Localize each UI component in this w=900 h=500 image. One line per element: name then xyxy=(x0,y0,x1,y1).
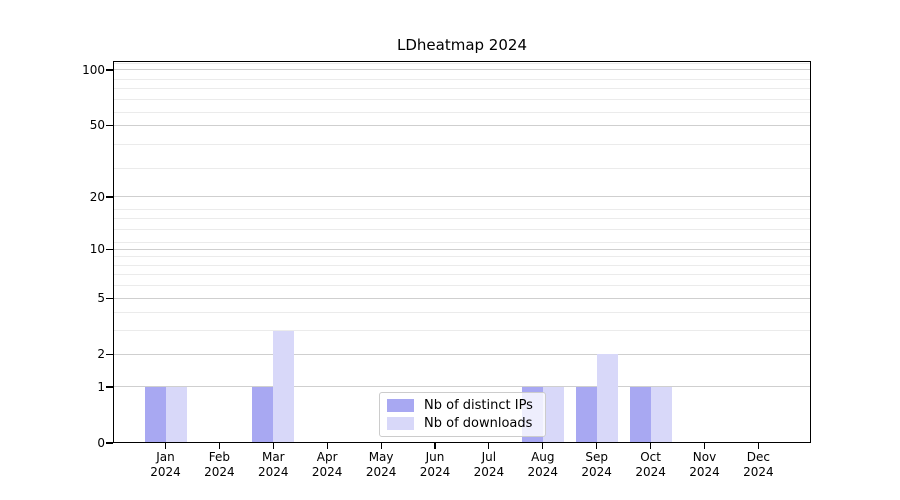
minor-gridline xyxy=(113,208,811,210)
x-tick-mark xyxy=(596,443,598,449)
minor-gridline xyxy=(113,99,811,101)
y-tick-mark xyxy=(106,353,113,355)
major-gridline-5 xyxy=(113,297,811,299)
x-tick-mark xyxy=(488,443,490,449)
minor-gridline xyxy=(113,285,811,287)
minor-gridline xyxy=(113,241,811,243)
x-tick-mark xyxy=(542,443,544,449)
y-tick-label-100: 100 xyxy=(82,62,105,77)
y-tick-mark xyxy=(106,248,113,250)
x-tick-mark xyxy=(650,443,652,449)
minor-gridline xyxy=(113,111,811,113)
legend-item-distinct-ips: Nb of distinct IPs xyxy=(387,397,545,414)
minor-gridline xyxy=(113,264,811,266)
minor-gridline xyxy=(113,312,811,314)
x-tick-label-dec: Dec 2024 xyxy=(743,450,774,479)
y-tick-mark xyxy=(106,442,113,444)
x-tick-label-jan: Jan 2024 xyxy=(150,450,181,479)
y-tick-label-10: 10 xyxy=(89,242,105,257)
x-tick-mark xyxy=(326,443,328,449)
bar-downloads-mar xyxy=(273,330,295,443)
major-gridline-10 xyxy=(113,248,811,250)
y-tick-label-5: 5 xyxy=(97,291,105,306)
x-tick-mark xyxy=(218,443,220,449)
minor-gridline xyxy=(113,256,811,258)
minor-gridline xyxy=(113,88,811,90)
x-tick-mark xyxy=(703,443,706,449)
minor-gridline xyxy=(113,330,811,332)
minor-gridline xyxy=(113,78,811,80)
x-tick-mark xyxy=(434,443,436,449)
minor-gridline xyxy=(113,218,811,220)
x-tick-label-apr: Apr 2024 xyxy=(311,450,343,479)
y-tick-label-1: 1 xyxy=(97,379,105,394)
y-tick-mark xyxy=(106,69,113,71)
minor-gridline xyxy=(113,167,811,169)
y-tick-mark xyxy=(106,196,113,198)
y-tick-mark xyxy=(106,386,113,388)
minor-gridline xyxy=(113,229,811,231)
legend-label-distinct-ips: Nb of distinct IPs xyxy=(424,397,533,413)
y-tick-label-50: 50 xyxy=(89,118,105,133)
x-tick-mark xyxy=(757,443,759,449)
major-gridline-20 xyxy=(113,196,811,198)
major-gridline-50 xyxy=(113,124,811,126)
x-tick-mark xyxy=(380,443,382,449)
bar-downloads-oct xyxy=(650,386,672,443)
plot-area: Nb of distinct IPs Nb of downloads xyxy=(113,61,811,443)
legend-swatch-distinct-ips xyxy=(387,398,414,412)
x-tick-label-feb: Feb 2024 xyxy=(204,450,235,479)
bar-distinct-ips-mar xyxy=(252,386,274,443)
bar-distinct-ips-oct xyxy=(629,386,651,443)
minor-gridline xyxy=(113,62,811,64)
chart-title: LDheatmap 2024 xyxy=(397,36,527,54)
minor-gridline xyxy=(113,274,811,276)
major-gridline-2 xyxy=(113,353,811,355)
legend: Nb of distinct IPs Nb of downloads xyxy=(379,392,546,437)
major-gridline-100 xyxy=(113,69,811,71)
major-gridline-1 xyxy=(113,386,811,388)
y-tick-label-2: 2 xyxy=(97,347,105,362)
x-tick-mark xyxy=(164,443,167,449)
bar-downloads-aug xyxy=(542,386,564,443)
x-tick-label-sep: Sep 2024 xyxy=(581,450,612,479)
bar-distinct-ips-sep xyxy=(575,386,597,443)
bar-downloads-jan xyxy=(165,386,187,443)
y-tick-label-20: 20 xyxy=(89,189,105,204)
bar-distinct-ips-jan xyxy=(144,386,166,443)
x-tick-label-oct: Oct 2024 xyxy=(635,450,666,479)
minor-gridline xyxy=(113,144,811,146)
x-tick-label-may: May 2024 xyxy=(365,450,397,479)
legend-item-downloads: Nb of downloads xyxy=(387,415,545,432)
y-tick-label-0: 0 xyxy=(97,436,105,450)
x-tick-label-mar: Mar 2024 xyxy=(258,450,289,479)
legend-swatch-downloads xyxy=(387,417,414,431)
legend-label-downloads: Nb of downloads xyxy=(424,416,533,432)
x-tick-label-jul: Jul 2024 xyxy=(473,450,505,479)
x-tick-label-aug: Aug 2024 xyxy=(527,450,559,479)
x-tick-mark xyxy=(272,443,274,449)
x-tick-label-nov: Nov 2024 xyxy=(689,450,720,479)
y-tick-mark xyxy=(106,297,113,299)
x-tick-label-jun: Jun 2024 xyxy=(419,450,451,479)
bar-downloads-sep xyxy=(596,354,618,443)
y-tick-mark xyxy=(106,124,113,126)
